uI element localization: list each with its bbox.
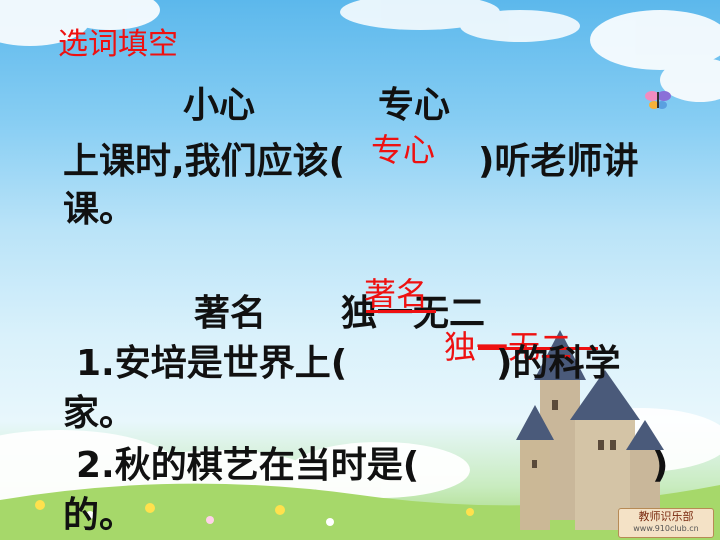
question-1-part2: )的科学: [496, 343, 621, 384]
sentence-1-part1: 上课时,我们应该(: [63, 141, 346, 182]
question-1-part1: 1.安培是世界上(: [76, 343, 348, 384]
watermark-badge: 教师识乐部 www.910club.cn: [618, 508, 714, 538]
butterfly-icon: [645, 91, 671, 109]
sentence-1-part2: )听老师讲: [478, 141, 639, 182]
watermark-url: www.910club.cn: [633, 524, 699, 533]
answer-unique-strike: [478, 347, 598, 350]
word-choice-2b: 独一无二: [341, 293, 486, 334]
flowers: [35, 500, 474, 526]
word-choice-2a: 著名: [194, 293, 267, 334]
answer-1: 专心: [371, 131, 436, 169]
question-2-part1: 2.秋的棋艺在当时是(: [76, 445, 420, 486]
page-title: 选词填空: [58, 27, 178, 62]
question-1-end: 家。: [63, 393, 136, 434]
word-choice-1b: 专心: [378, 85, 451, 126]
word-choice-1a: 小心: [183, 85, 256, 126]
sentence-1-end: 课。: [63, 189, 136, 230]
cloud-top-left: [0, 0, 160, 46]
cloud-top-center: [340, 0, 580, 42]
answer-famous: 著名: [364, 275, 429, 313]
cloud-top-right: [590, 10, 720, 102]
question-2-end: 的。: [63, 495, 136, 536]
question-2-part2: ): [652, 445, 669, 486]
answer-famous-strike: [366, 310, 436, 313]
watermark-text: 教师识乐部: [638, 510, 694, 523]
